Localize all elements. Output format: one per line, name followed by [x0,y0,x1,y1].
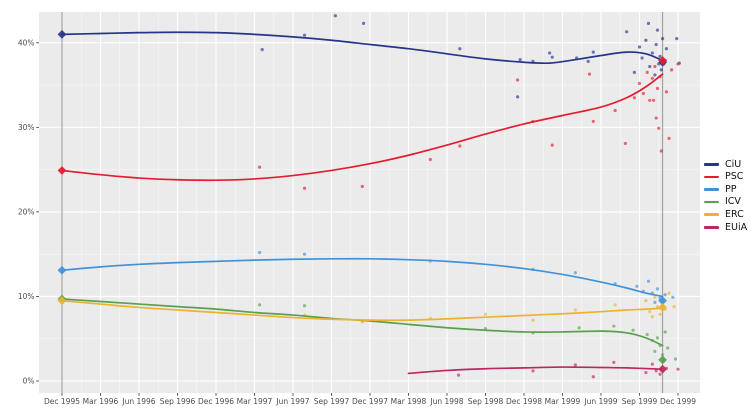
x-axis-label: Sep 1998 [468,397,504,406]
x-axis-label: Jun 1996 [121,397,155,406]
x-axis-label: Dec 1997 [352,397,388,406]
x-axis-label: Jun 1998 [429,397,463,406]
y-axis-label: 20% [18,208,35,217]
result-marker-PSC [658,56,667,65]
legend-item-PSC: PSC [704,171,747,184]
result-marker-PP [57,265,67,275]
legend-swatch-ICV [704,200,719,204]
legend-label: ERC [725,208,744,220]
result-marker-ICV [658,355,667,365]
x-axis-label: Mar 1997 [237,397,273,406]
legend-label: ICV [725,196,741,208]
legend-label: EUiA [725,221,748,233]
major-gridlines [39,12,700,393]
result-marker-PSC [57,166,67,175]
x-axis-label: Dec 1995 [44,397,80,406]
result-marker-ERC [658,303,667,312]
result-marker-PP [658,296,667,306]
result-marker-CiU [57,29,67,39]
x-axis-label: Dec 1996 [198,397,234,406]
x-axis-label: Sep 1997 [314,397,350,406]
x-axis-label: Jun 1999 [583,397,617,406]
trend-line-CiU [61,31,664,65]
legend-item-CiU: CiU [704,158,747,171]
legend-item-ICV: ICV [704,196,747,209]
trend-line-ERC [61,299,664,322]
legend-swatch-EUiA [704,225,719,229]
election-result-markers [57,29,667,374]
x-axis-label: Mar 1999 [545,397,581,406]
legend-item-PP: PP [704,183,747,196]
axes: Dec 1995 Mar 1996 Jun 1996 Sep 1996 Dec 1996… [18,38,696,406]
legend-swatch-ERC [704,213,719,216]
legend-label: PSC [725,171,744,183]
result-marker-EUiA [658,364,667,374]
y-axis-label: 10% [18,292,35,301]
legend-swatch-PSC [704,175,719,179]
x-axis-label: Dec 1998 [506,397,542,406]
x-axis-label: Sep 1996 [160,397,196,406]
result-marker-ERC [57,296,67,306]
trend-lines [61,31,664,375]
x-axis-label: Jun 1997 [275,397,309,406]
x-axis-label: Dec 1999 [660,397,696,406]
legend-item-ERC: ERC [704,208,747,221]
legend-label: PP [725,183,737,195]
trend-line-EUiA [407,366,664,375]
y-axis-label: 40% [18,38,35,47]
legend-label: CiU [725,158,742,170]
legend-swatch-CiU [704,163,719,166]
x-axis-label: Mar 1998 [391,397,427,406]
legend-item-EUiA: EUiA [704,221,747,234]
trend-line-ICV [61,298,664,347]
x-axis-label: Sep 1999 [622,397,658,406]
y-axis-label: 0% [23,377,35,386]
trend-line-PSC [61,73,664,182]
trend-line-PP [61,257,664,298]
election-day-lines [61,12,664,393]
chart-legend: CiU PSC PP ICV ERC EUiA [704,158,747,234]
poll-points-ICV [258,303,678,361]
legend-swatch-PP [704,188,719,191]
x-axis-label: Mar 1996 [83,397,119,406]
y-axis-label: 30% [18,123,35,132]
